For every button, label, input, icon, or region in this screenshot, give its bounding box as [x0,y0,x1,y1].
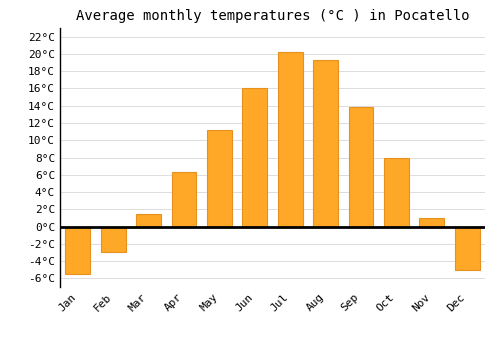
Title: Average monthly temperatures (°C ) in Pocatello: Average monthly temperatures (°C ) in Po… [76,9,469,23]
Bar [278,52,302,226]
Bar [207,130,232,226]
Bar [455,226,479,270]
Bar [384,158,409,226]
Bar [100,226,126,252]
Bar [420,218,444,226]
Bar [348,107,374,226]
Bar [242,89,267,226]
Bar [172,172,196,226]
Bar [136,214,161,226]
Bar [313,60,338,226]
Bar [66,226,90,274]
